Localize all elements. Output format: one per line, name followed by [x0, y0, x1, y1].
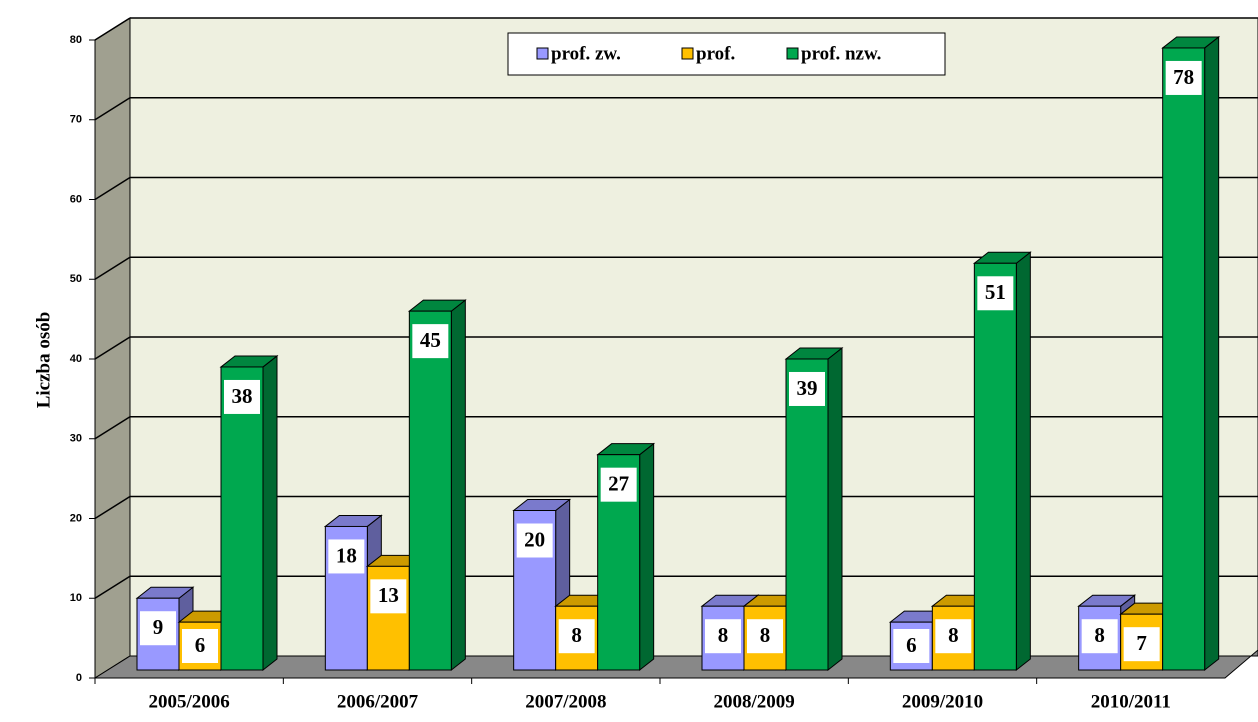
bar: [973, 262, 1017, 671]
x-tick-label: 2010/2011: [1091, 691, 1171, 712]
legend-swatch: [786, 47, 799, 60]
data-label: 7: [1136, 631, 1147, 655]
data-label: 6: [906, 633, 917, 657]
data-label: 27: [608, 471, 629, 495]
data-label: 8: [718, 623, 729, 647]
bar: [785, 358, 829, 671]
y-tick-label: 80: [70, 34, 82, 46]
legend-label: prof.: [696, 43, 735, 64]
data-label-box: [747, 619, 783, 654]
y-tick-label: 50: [70, 273, 82, 285]
legend-swatch: [681, 47, 694, 60]
data-label: 78: [1173, 65, 1194, 89]
data-label-box: [1081, 619, 1118, 654]
legend: [507, 32, 946, 76]
data-label: 18: [336, 543, 357, 567]
data-label-box: [600, 467, 637, 502]
bar-side: [1015, 251, 1031, 672]
bar: [1162, 47, 1206, 671]
data-label-box: [558, 619, 595, 654]
data-label: 38: [232, 384, 253, 408]
data-label-box: [1123, 627, 1160, 662]
data-label: 8: [948, 623, 959, 647]
x-tick-label: 2008/2009: [714, 691, 795, 712]
y-tick-label: 30: [70, 433, 82, 445]
grid-line: [94, 495, 131, 520]
data-label-box: [182, 629, 218, 663]
data-label: 8: [760, 623, 771, 647]
data-label-box: [328, 539, 365, 574]
x-tick-label: 2007/2008: [525, 691, 606, 712]
grid-line: [94, 575, 131, 599]
data-label: 8: [571, 623, 582, 647]
y-tick-label: 60: [70, 193, 82, 205]
bar-side: [450, 299, 466, 672]
data-label: 9: [153, 615, 164, 639]
data-label-box: [516, 523, 553, 558]
x-tick-label: 2005/2006: [149, 691, 230, 712]
data-label: 39: [797, 376, 818, 400]
data-label-box: [370, 579, 407, 614]
grid-line: [94, 256, 131, 280]
grid-line: [94, 97, 131, 121]
data-label-box: [935, 619, 972, 654]
grid-line: [94, 176, 131, 201]
data-label-box: [789, 371, 825, 406]
data-label-box: [412, 324, 449, 359]
data-label-box: [140, 611, 176, 646]
bar-side: [639, 442, 655, 672]
y-tick-label: 10: [70, 592, 82, 604]
data-label: 8: [1094, 623, 1105, 647]
grid-line: [94, 17, 131, 41]
data-label: 13: [378, 583, 399, 607]
data-label-box: [224, 379, 260, 414]
data-label: 45: [420, 328, 441, 352]
data-label-box: [1165, 60, 1202, 95]
grid-line: [94, 416, 131, 440]
x-tick-label: 2006/2007: [337, 691, 419, 712]
legend-label: prof. zw.: [551, 43, 621, 64]
bar-side: [262, 354, 278, 672]
bar: [408, 310, 452, 671]
data-label: 20: [524, 527, 545, 551]
y-tick-label: 40: [70, 353, 82, 365]
data-label-box: [893, 629, 930, 663]
y-tick-label: 0: [76, 672, 82, 684]
y-axis-label: Liczba osób: [33, 312, 54, 409]
legend-swatch: [536, 47, 549, 60]
bar: [220, 366, 264, 671]
plot: [94, 17, 1258, 599]
y-tick-label: 20: [70, 512, 82, 524]
data-label-box: [977, 276, 1014, 311]
legend-label: prof. nzw.: [801, 43, 881, 64]
data-label: 6: [195, 633, 206, 657]
data-label: 51: [985, 280, 1006, 304]
data-label-box: [705, 619, 741, 654]
x-tick-label: 2009/2010: [902, 691, 983, 712]
grid-line: [94, 336, 131, 360]
bar-side: [827, 346, 843, 672]
y-tick-label: 70: [70, 114, 82, 126]
bar-side: [1204, 35, 1220, 672]
